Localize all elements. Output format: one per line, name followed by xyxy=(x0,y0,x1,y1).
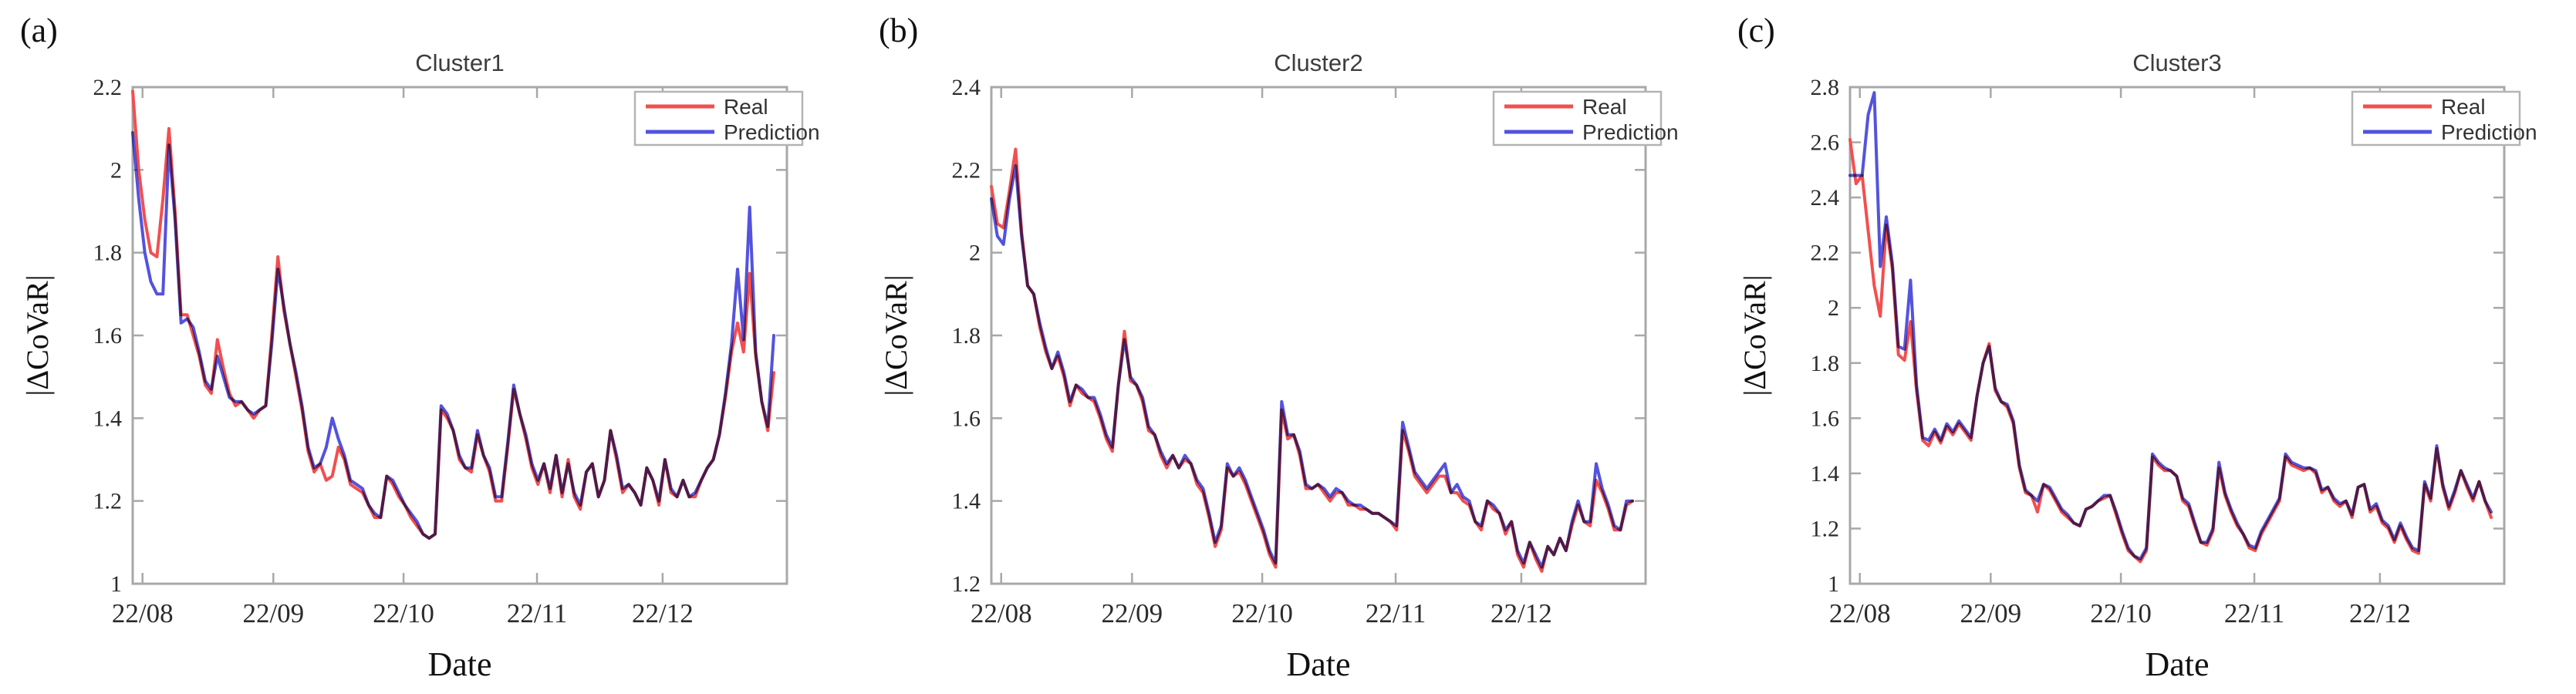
x-tick-label: 22/12 xyxy=(632,598,694,628)
y-tick-label: 1.8 xyxy=(952,323,981,349)
real-line xyxy=(990,147,1634,573)
x-tick-label: 22/08 xyxy=(112,598,174,628)
x-axis-label: Date xyxy=(1286,645,1350,683)
y-tick-label: 2.2 xyxy=(1811,241,1840,266)
legend-prediction-label: Prediction xyxy=(1582,120,1679,144)
y-tick-label: 2.4 xyxy=(952,75,981,100)
y-tick-label: 1.2 xyxy=(952,571,981,597)
legend-box xyxy=(1492,90,1663,147)
y-tick-label: 1.2 xyxy=(1811,516,1840,541)
y-tick-label: 2.8 xyxy=(1811,75,1840,100)
panel-letter-c: (c) xyxy=(1737,12,1775,49)
legend-prediction-label: Prediction xyxy=(724,120,820,144)
x-tick-label: 22/09 xyxy=(242,598,304,628)
y-tick-label: 1.6 xyxy=(1811,406,1840,431)
y-tick-label: 2 xyxy=(110,157,122,183)
y-tick-label: 1 xyxy=(1828,571,1839,597)
chart-title: Cluster1 xyxy=(415,49,504,76)
x-tick-label: 22/08 xyxy=(971,598,1032,628)
y-tick-label: 1.4 xyxy=(1811,461,1840,487)
y-tick-label: 1.6 xyxy=(952,406,981,431)
x-tick-label: 22/10 xyxy=(373,598,434,628)
y-tick-label: 1.6 xyxy=(93,323,123,349)
prediction-line xyxy=(990,164,1634,569)
legend-box xyxy=(633,90,804,147)
prediction-line xyxy=(131,131,775,540)
x-tick-label: 22/09 xyxy=(1101,598,1163,628)
x-tick-label: 22/10 xyxy=(2090,598,2152,628)
prediction-line xyxy=(1848,91,2493,561)
y-tick-label: 1.4 xyxy=(93,406,123,431)
x-axis-label: Date xyxy=(2145,645,2209,683)
y-tick-label: 1.2 xyxy=(93,489,123,514)
x-tick-label: 22/09 xyxy=(1960,598,2021,628)
y-tick-label: 2.2 xyxy=(93,75,123,100)
y-tick-label: 2 xyxy=(1828,295,1839,321)
y-tick-label: 1.8 xyxy=(93,241,123,266)
legend-prediction-label: Prediction xyxy=(2441,120,2537,144)
x-axis-label: Date xyxy=(427,645,491,683)
y-tick-label: 1.8 xyxy=(1811,351,1840,376)
x-tick-label: 22/12 xyxy=(2349,598,2411,628)
legend-real-label: Real xyxy=(724,95,768,119)
chart-panel-cluster1: (a) Cluster1 Date |ΔCoVaR| 1 1.2 1.4 1.6 1.8 2 2.… xyxy=(0,0,859,694)
cluster3-chart: Cluster3 Date |ΔCoVaR| 1 1.2 1.4 1.6 1.8 2 2.2 2.4… xyxy=(1737,49,2537,683)
chart-panel-cluster2: (b) Cluster2 Date |ΔCoVaR| 1.2 1.4 1.6 1.8 2 2.2… xyxy=(859,0,1717,694)
x-tick-label: 22/11 xyxy=(2224,598,2284,628)
legend-real-label: Real xyxy=(1582,95,1627,119)
y-tick-label: 1 xyxy=(110,571,122,597)
x-tick-label: 22/12 xyxy=(1491,598,1552,628)
chart-title: Cluster2 xyxy=(1274,49,1362,76)
legend-real-label: Real xyxy=(2441,95,2486,119)
x-tick-label: 22/08 xyxy=(1829,598,1891,628)
y-tick-label: 2.2 xyxy=(952,157,981,183)
axes-box xyxy=(1848,86,2506,585)
y-axis-label: |ΔCoVaR| xyxy=(20,275,55,396)
x-tick-label: 22/11 xyxy=(1366,598,1426,628)
cluster2-chart: Cluster2 Date |ΔCoVaR| 1.2 1.4 1.6 1.8 2 2.2 2.4 2… xyxy=(879,49,1679,683)
y-axis-label: |ΔCoVaR| xyxy=(879,275,913,396)
chart-panel-cluster3: (c) Cluster3 Date |ΔCoVaR| 1 1.2 1.4 1.6 1.8 2 2.… xyxy=(1717,0,2576,694)
y-tick-label: 1.4 xyxy=(952,489,981,514)
y-tick-label: 2 xyxy=(969,241,981,266)
axes-box xyxy=(131,86,788,585)
y-tick-label: 2.4 xyxy=(1811,185,1840,211)
y-tick-label: 2.6 xyxy=(1811,130,1840,156)
y-axis-label: |ΔCoVaR| xyxy=(1737,275,1772,396)
panel-letter-b: (b) xyxy=(879,12,919,49)
cluster1-chart: Cluster1 Date |ΔCoVaR| 1 1.2 1.4 1.6 1.8 2 2.2 22/… xyxy=(20,49,820,683)
panel-letter-a: (a) xyxy=(20,12,58,49)
x-tick-label: 22/11 xyxy=(507,598,567,628)
real-line xyxy=(1848,138,2493,564)
axes-box xyxy=(990,86,1647,585)
chart-title: Cluster3 xyxy=(2132,49,2221,76)
legend-box xyxy=(2351,90,2521,147)
real-line xyxy=(131,89,775,540)
x-tick-label: 22/10 xyxy=(1231,598,1293,628)
